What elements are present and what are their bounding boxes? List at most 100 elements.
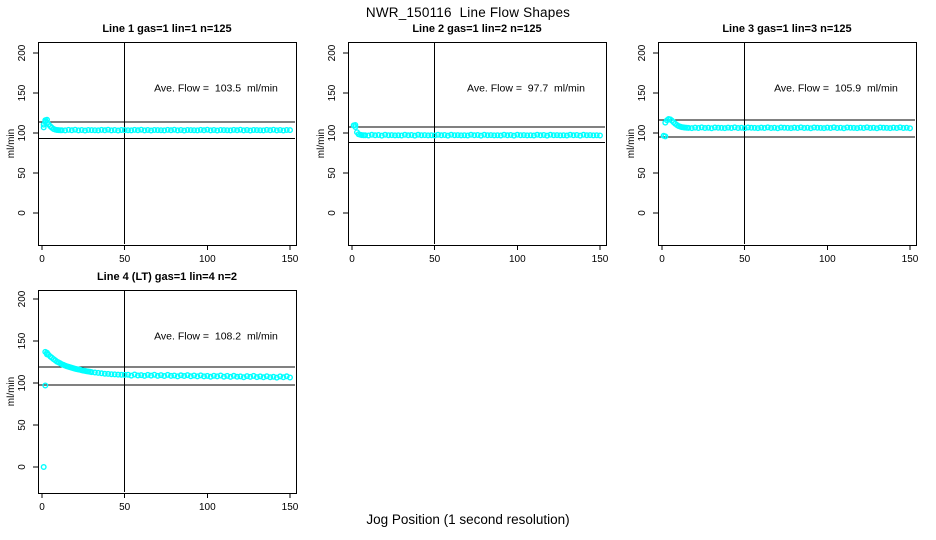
data-point — [362, 132, 369, 139]
x-tick-label: 50 — [739, 254, 751, 265]
y-tick-label: 200 — [327, 44, 338, 61]
data-point — [95, 369, 102, 376]
data-point — [250, 372, 257, 379]
data-point — [844, 124, 851, 131]
data-point — [214, 373, 221, 380]
data-point — [263, 126, 270, 133]
data-point — [398, 132, 405, 139]
data-point — [62, 127, 69, 134]
data-point — [224, 372, 231, 379]
data-point — [207, 127, 214, 134]
data-point — [903, 124, 910, 131]
data-point — [267, 127, 274, 134]
data-point — [227, 373, 234, 380]
data-point — [131, 371, 138, 378]
subplot-title: Line 1 gas=1 lin=1 n=125 — [102, 23, 231, 35]
data-point — [121, 127, 128, 134]
data-point — [115, 371, 122, 378]
data-point — [794, 124, 801, 131]
data-point — [75, 127, 82, 134]
data-point — [484, 132, 491, 139]
data-point — [372, 132, 379, 139]
data-point — [157, 127, 164, 134]
data-point — [118, 126, 125, 133]
data-point — [40, 124, 47, 131]
data-point — [273, 374, 280, 381]
subplot-title: Line 3 gas=1 lin=3 n=125 — [722, 23, 851, 35]
data-point — [520, 132, 527, 139]
data-point — [408, 131, 415, 138]
x-tick-label: 50 — [119, 254, 131, 265]
data-point — [880, 124, 887, 131]
data-point — [491, 132, 498, 139]
data-point — [200, 373, 207, 380]
data-point — [144, 126, 151, 133]
y-tick-label: 150 — [327, 84, 338, 101]
data-point — [247, 373, 254, 380]
data-point — [718, 124, 725, 131]
data-point — [283, 126, 290, 133]
ave-flow-annotation: Ave. Flow = 103.5 ml/min — [154, 82, 278, 94]
data-point — [563, 132, 570, 139]
data-point — [817, 124, 824, 131]
data-point — [151, 126, 158, 133]
data-point — [191, 372, 198, 379]
data-point — [378, 132, 385, 139]
data-point — [774, 125, 781, 132]
data-point — [890, 124, 897, 131]
data-point — [744, 124, 751, 131]
plot-box — [38, 42, 297, 246]
data-point — [698, 124, 705, 131]
x-tick-label: 150 — [902, 254, 919, 265]
data-point — [534, 131, 541, 138]
data-point — [161, 127, 168, 134]
data-point — [270, 373, 277, 380]
data-point — [497, 132, 504, 139]
data-point — [728, 124, 735, 131]
data-point — [867, 124, 874, 131]
data-point — [78, 126, 85, 133]
data-point — [365, 132, 372, 139]
data-point — [144, 371, 151, 378]
data-point — [590, 132, 597, 139]
data-point — [487, 132, 494, 139]
data-point — [187, 127, 194, 134]
data-point — [893, 124, 900, 131]
x-tick-label: 150 — [282, 254, 299, 265]
data-point — [273, 127, 280, 134]
data-point — [701, 124, 708, 131]
y-tick-label: 150 — [637, 84, 648, 101]
data-point — [481, 131, 488, 138]
data-point — [217, 372, 224, 379]
subplot-4-canvas: Line 4 (LT) gas=1 lin=4 n=2 0 50 100 150 200 m… — [6, 271, 299, 513]
data-point — [101, 127, 108, 134]
data-point — [260, 127, 267, 134]
data-point — [148, 372, 155, 379]
data-point — [395, 132, 402, 139]
data-point — [121, 371, 128, 378]
subplot-3: Line 3 gas=1 lin=3 n=125 0 50 100 150 200 ml/m… — [624, 16, 926, 271]
data-point — [428, 132, 435, 139]
data-point — [557, 132, 564, 139]
data-point — [68, 127, 75, 134]
data-point — [138, 372, 145, 379]
x-tick-label: 50 — [429, 254, 441, 265]
data-point — [461, 132, 468, 139]
y-tick-label: 150 — [17, 84, 28, 101]
data-point — [567, 131, 574, 138]
plot-box — [658, 42, 917, 246]
data-point — [530, 132, 537, 139]
data-point — [115, 127, 122, 134]
data-point — [65, 126, 72, 133]
data-point — [441, 131, 448, 138]
data-point — [863, 124, 870, 131]
data-point — [524, 132, 531, 139]
ave-flow-annotation: Ave. Flow = 108.2 ml/min — [154, 330, 278, 342]
data-point — [134, 372, 141, 379]
data-point — [537, 132, 544, 139]
data-point — [738, 124, 745, 131]
data-point — [161, 372, 168, 379]
data-point — [283, 373, 290, 380]
data-point — [207, 373, 214, 380]
data-point — [220, 373, 227, 380]
